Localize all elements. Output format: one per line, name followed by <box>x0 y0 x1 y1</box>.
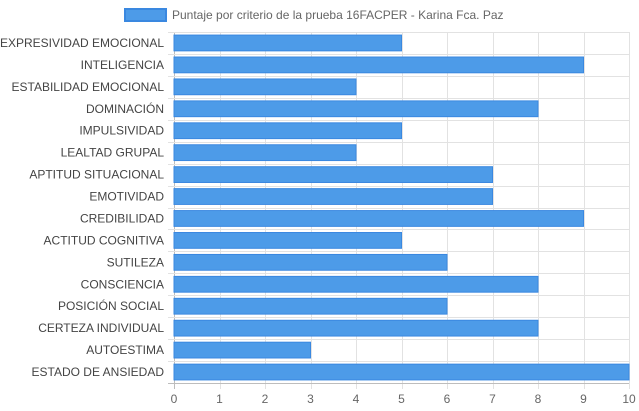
y-tick-label: SUTILEZA <box>107 255 164 269</box>
bars <box>173 34 630 381</box>
y-tick-label: ACTITUD COGNITIVA <box>44 233 164 247</box>
y-tick-label: POSICIÓN SOCIAL <box>58 298 164 313</box>
x-tick-label: 9 <box>580 392 587 406</box>
y-tick-label: AUTOESTIMA <box>86 343 164 357</box>
x-tick-label: 7 <box>489 392 496 406</box>
y-tick-label: EXPRESIVIDAD EMOCIONAL <box>0 36 164 50</box>
x-tick-label: 5 <box>398 392 405 406</box>
y-tick-label: DOMINACIÓN <box>86 101 164 116</box>
bar[interactable] <box>173 210 584 227</box>
bar[interactable] <box>173 122 402 140</box>
bar[interactable] <box>173 232 402 249</box>
y-tick-label: ESTADO DE ANSIEDAD <box>32 365 165 379</box>
y-tick-label: CREDIBILIDAD <box>80 211 164 225</box>
bar[interactable] <box>173 34 402 52</box>
bar[interactable] <box>173 319 539 337</box>
bar[interactable] <box>173 253 448 271</box>
x-tick-label: 4 <box>353 392 360 406</box>
bar[interactable] <box>173 188 493 205</box>
x-tick-label: 8 <box>535 392 542 406</box>
y-tick-label: EMOTIVIDAD <box>89 190 164 204</box>
bar[interactable] <box>173 56 584 74</box>
x-tick-label: 0 <box>171 392 178 406</box>
y-tick-label: ESTABILIDAD EMOCIONAL <box>12 80 165 94</box>
bar[interactable] <box>173 275 539 293</box>
y-axis-labels: EXPRESIVIDAD EMOCIONAL INTELIGENCIA ESTABI… <box>0 36 164 379</box>
y-tick-label: APTITUD SITUACIONAL <box>29 168 164 182</box>
x-tick-label: 3 <box>307 392 314 406</box>
legend-swatch <box>124 8 167 22</box>
legend-label: Puntaje por criterio de la prueba 16FACP… <box>172 8 504 22</box>
y-tick-label: IMPULSIVIDAD <box>79 124 164 138</box>
x-tick-label: 6 <box>444 392 451 406</box>
legend[interactable]: Puntaje por criterio de la prueba 16FACP… <box>124 8 504 22</box>
bar[interactable] <box>173 297 448 315</box>
bar[interactable] <box>173 341 311 359</box>
y-tick-label: CONSCIENCIA <box>81 277 164 291</box>
x-tick-label: 1 <box>216 392 223 406</box>
x-tick-label: 2 <box>262 392 269 406</box>
bar[interactable] <box>173 100 539 118</box>
y-tick-label: LEALTAD GRUPAL <box>61 146 165 160</box>
bar[interactable] <box>173 166 493 183</box>
y-tick-label: INTELIGENCIA <box>81 58 164 72</box>
grid <box>168 32 630 389</box>
x-tick-label: 10 <box>622 392 636 406</box>
bar[interactable] <box>173 78 357 96</box>
y-tick-label: CERTEZA INDIVIDUAL <box>38 321 164 335</box>
bar[interactable] <box>173 144 357 162</box>
bar[interactable] <box>173 363 630 381</box>
x-axis-labels: 0 1 2 3 4 5 6 7 8 9 10 <box>171 392 636 406</box>
